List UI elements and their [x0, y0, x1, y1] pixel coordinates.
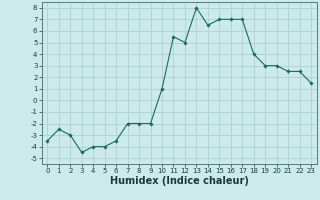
X-axis label: Humidex (Indice chaleur): Humidex (Indice chaleur)	[110, 176, 249, 186]
